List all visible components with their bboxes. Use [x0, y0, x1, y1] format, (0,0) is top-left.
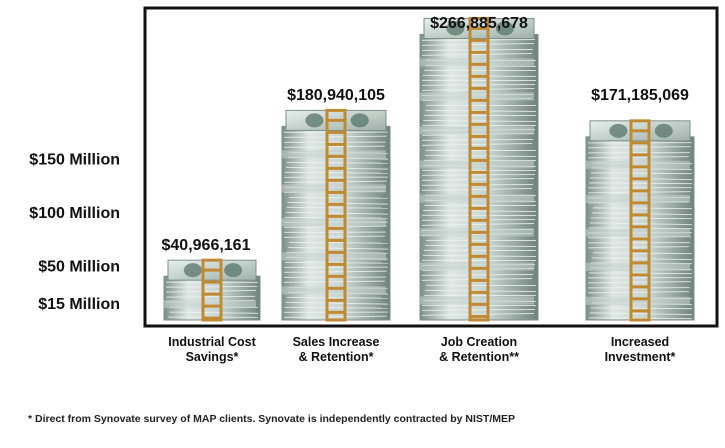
category-label: Job Creation — [441, 335, 517, 349]
y-tick-label: $150 Million — [29, 152, 120, 169]
bar-money-stack — [585, 119, 695, 322]
bar-money-stack — [163, 258, 261, 322]
bar-money-stack — [281, 108, 391, 322]
category-label: & Retention** — [439, 350, 519, 364]
bars — [163, 16, 695, 322]
plot-frame — [143, 6, 719, 328]
value-label: $266,885,678 — [430, 15, 528, 32]
bar-money-stack — [419, 16, 539, 322]
category-label: & Retention* — [299, 350, 374, 364]
category-label: Sales Increase — [293, 335, 380, 349]
category-label: Investment* — [605, 350, 676, 364]
value-label: $171,185,069 — [591, 87, 689, 104]
footnote: * Direct from Synovate survey of MAP cli… — [28, 413, 516, 425]
y-tick-label: $100 Million — [29, 205, 120, 222]
y-tick-label: $50 Million — [38, 259, 120, 276]
category-label: Increased — [611, 335, 669, 349]
category-label: Savings* — [186, 350, 239, 364]
category-label: Industrial Cost — [168, 335, 256, 349]
y-axis-ticks: $15 Million $50 Million $100 Million $150 M… — [29, 152, 120, 313]
value-labels: $40,966,161 $180,940,105 $266,885,678 $171,… — [162, 15, 690, 254]
value-label: $180,940,105 — [287, 87, 385, 104]
y-tick-label: $15 Million — [38, 296, 120, 313]
value-label: $40,966,161 — [162, 237, 251, 254]
